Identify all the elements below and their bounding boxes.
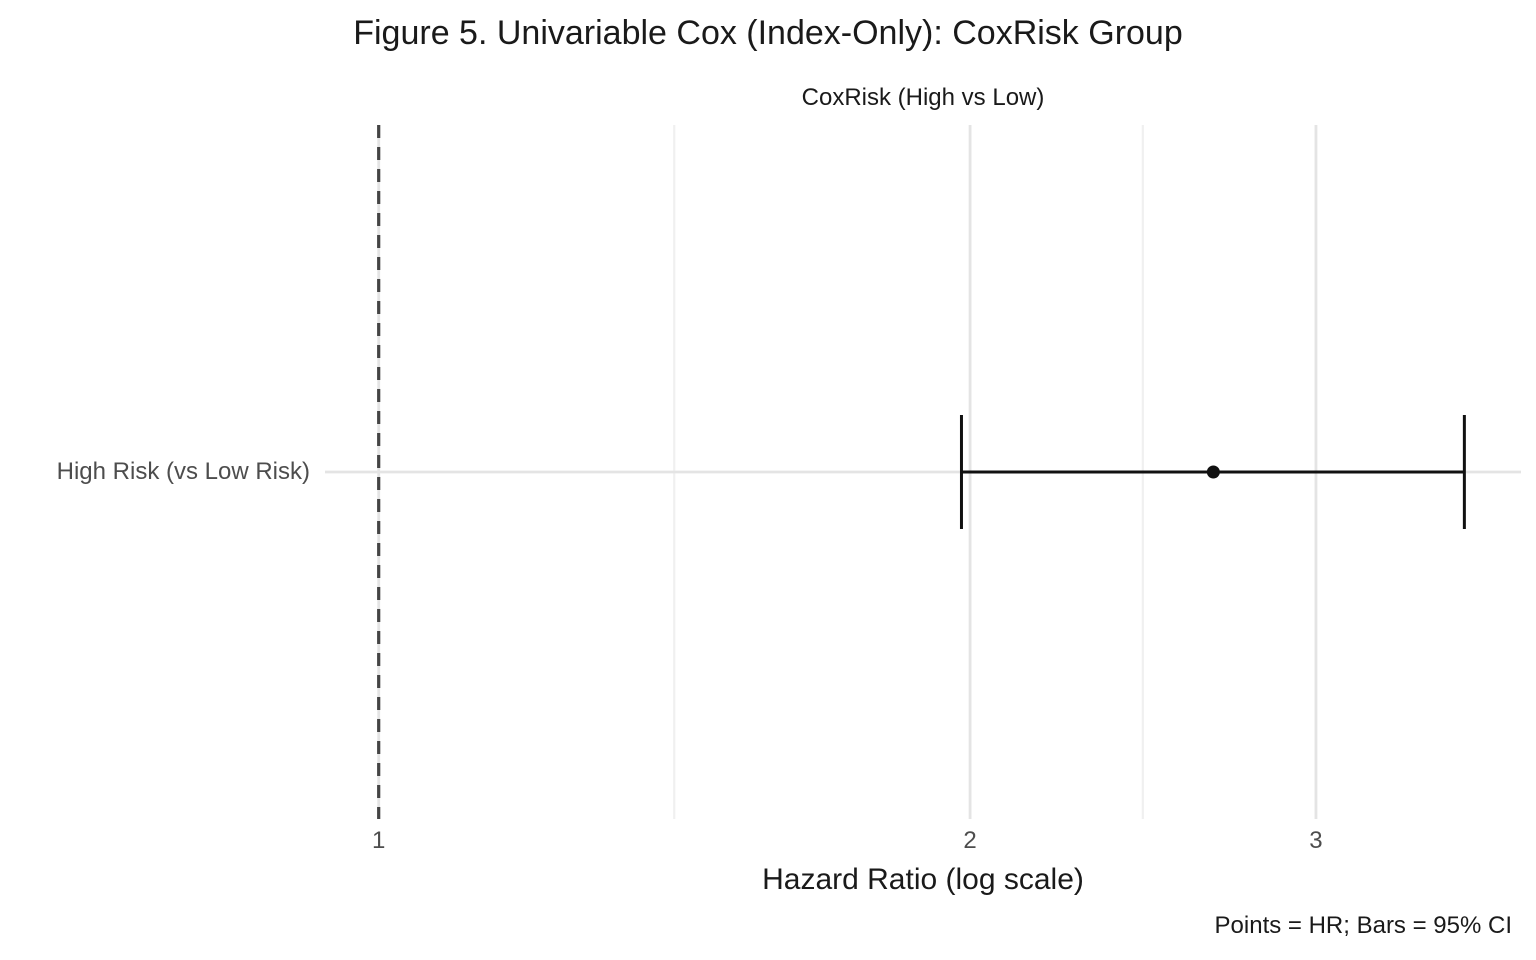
x-axis-title: Hazard Ratio (log scale)	[762, 863, 1084, 896]
figure-title: Figure 5. Univariable Cox (Index-Only): …	[353, 14, 1183, 52]
figure-caption: Points = HR; Bars = 95% CI	[1214, 912, 1512, 939]
x-tick-label: 2	[963, 827, 977, 854]
hr-point	[1206, 465, 1220, 479]
x-tick-label: 3	[1309, 827, 1323, 854]
facet-strip-label: CoxRisk (High vs Low)	[801, 84, 1045, 111]
y-axis-category-label: High Risk (vs Low Risk)	[56, 458, 310, 485]
x-tick-label: 1	[372, 827, 386, 854]
